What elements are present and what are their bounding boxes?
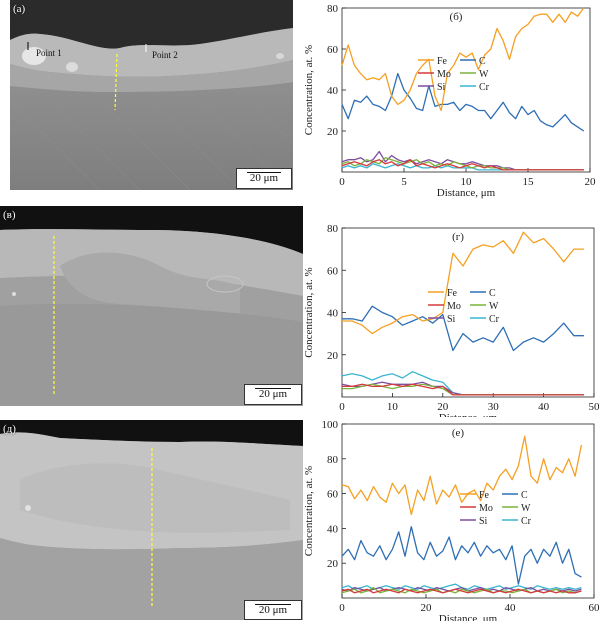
y-axis-label: Concentration, at. % <box>303 45 315 135</box>
series-line-si <box>341 381 584 396</box>
x-tick-label: 15 <box>523 176 535 188</box>
point-1-label: Point 1 <box>36 48 62 58</box>
legend-label-cr: Cr <box>479 82 490 93</box>
y-tick-label: 60 <box>327 44 339 56</box>
chart-title: (г) <box>452 231 464 243</box>
x-tick-label: 40 <box>505 602 517 614</box>
legend-label-c: C <box>479 56 486 67</box>
micrograph-a-label: (а) <box>13 3 26 15</box>
micrograph-a-image <box>10 0 293 190</box>
legend-label-mo: Mo <box>437 69 451 80</box>
series-line-c <box>341 72 585 132</box>
x-axis-label: Distance, μm <box>439 613 498 621</box>
y-tick-label: 100 <box>322 419 339 431</box>
x-axis-label: Distance, μm <box>439 412 498 417</box>
y-axis-label: Concentration, at. % <box>303 466 315 556</box>
x-tick-label: 60 <box>589 602 601 614</box>
y-tick-label: 20 <box>327 558 339 570</box>
legend-label-si: Si <box>437 82 446 93</box>
legend-label-fe: Fe <box>479 490 490 501</box>
micrograph-d: (д) 20 μm <box>0 420 303 620</box>
micrograph-v-image <box>0 206 303 406</box>
legend-label-cr: Cr <box>489 314 500 325</box>
x-tick-label: 10 <box>387 401 399 413</box>
legend-label-w: W <box>479 69 489 80</box>
legend-label-si: Si <box>447 314 456 325</box>
point-2-label: Point 2 <box>152 50 178 60</box>
y-tick-label: 40 <box>327 523 339 535</box>
series-line-fe <box>341 7 585 112</box>
micrograph-v: (в) 20 μm <box>0 206 303 406</box>
series-line-fe <box>341 435 583 516</box>
scale-bar-a: 20 μm <box>236 168 292 189</box>
x-axis-label: Distance, μm <box>437 187 496 199</box>
x-tick-label: 0 <box>339 176 345 188</box>
series-line-mo <box>341 588 582 594</box>
scale-bar-d: 20 μm <box>244 600 302 620</box>
legend-label-mo: Mo <box>479 503 493 514</box>
y-axis-label: Concentration, at. % <box>303 267 315 357</box>
plot-frame <box>341 227 595 398</box>
series-line-c <box>341 526 582 585</box>
legend-label-w: W <box>521 503 531 514</box>
legend-label-w: W <box>489 301 499 312</box>
x-tick-label: 20 <box>437 401 449 413</box>
x-tick-label: 20 <box>421 602 433 614</box>
chart-title: (е) <box>452 427 465 439</box>
y-tick-label: 40 <box>327 85 339 97</box>
y-tick-label: 60 <box>327 489 339 501</box>
micrograph-d-label: (д) <box>3 423 16 435</box>
plot-frame <box>341 7 591 173</box>
y-tick-label: 40 <box>327 308 339 320</box>
micrograph-d-image <box>0 420 303 620</box>
y-tick-label: 80 <box>327 454 339 466</box>
series-line-fe <box>342 231 584 335</box>
x-tick-label: 10 <box>461 176 473 188</box>
chart-g: 0 10 20 30 40 50 20 40 60 80 Distance, μm Concentra… <box>303 223 601 417</box>
series-line-mo <box>342 383 584 396</box>
y-tick-label: 80 <box>327 3 339 15</box>
chart-b: 0 5 10 15 20 20 40 60 80 Distance, μm Concentratio… <box>303 3 597 199</box>
legend-label-cr: Cr <box>521 516 532 527</box>
x-tick-label: 30 <box>488 401 500 413</box>
y-tick-label: 60 <box>327 265 339 277</box>
series-line-si <box>341 586 582 592</box>
x-tick-label: 5 <box>401 176 407 188</box>
x-tick-label: 40 <box>538 401 550 413</box>
chart-title: (б) <box>450 11 463 23</box>
y-tick-label: 20 <box>327 350 339 362</box>
micrograph-v-label: (в) <box>3 209 16 221</box>
scale-bar-v: 20 μm <box>244 384 302 405</box>
x-tick-label: 0 <box>339 602 345 614</box>
legend-label-fe: Fe <box>447 288 458 299</box>
legend-label-mo: Mo <box>447 301 461 312</box>
x-tick-label: 50 <box>589 401 601 413</box>
legend-label-c: C <box>489 288 496 299</box>
line-scan-a <box>114 53 118 111</box>
y-tick-label: 20 <box>327 126 339 138</box>
micrograph-a: (а) Point 1 Point 2 20 μm <box>10 0 293 190</box>
legend-label-fe: Fe <box>437 56 448 67</box>
x-tick-label: 0 <box>339 401 345 413</box>
x-tick-label: 20 <box>585 176 597 188</box>
legend-label-c: C <box>521 490 528 501</box>
legend-label-si: Si <box>479 516 488 527</box>
series-line-c <box>342 305 584 352</box>
y-tick-label: 80 <box>327 223 339 235</box>
plot-frame <box>341 423 595 599</box>
series-line-mo <box>341 159 584 171</box>
chart-e: 0 20 40 60 20 40 60 80 100 Distance, μm Concentrat… <box>303 419 601 621</box>
